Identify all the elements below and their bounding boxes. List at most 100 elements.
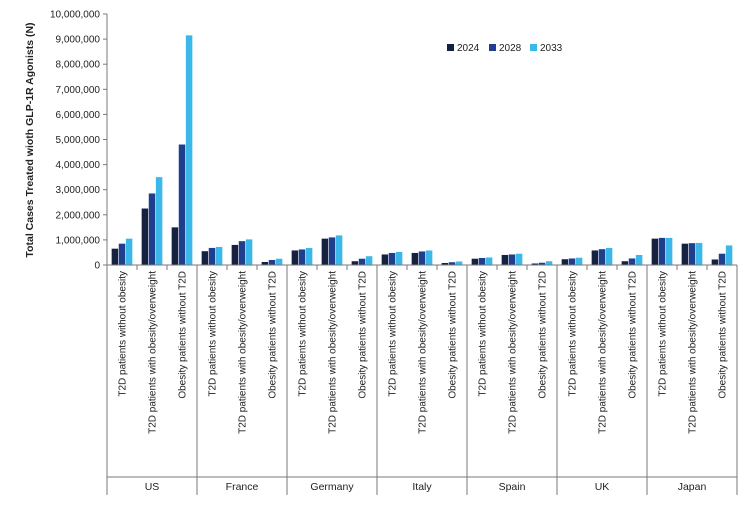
bar-2033 [185, 35, 193, 266]
bar-2028 [178, 144, 186, 265]
bar-2024 [501, 254, 509, 265]
bar-2024 [471, 258, 479, 265]
bar-2028 [718, 253, 726, 265]
x-tick-label: T2D patients with obesity/overweight [598, 271, 609, 434]
group-label: Spain [499, 481, 526, 493]
bar-2028 [118, 243, 126, 265]
bar-2024 [411, 252, 419, 265]
x-tick-label: Obesity patients without T2D [448, 271, 459, 399]
x-tick-label: T2D patients without obesity [388, 271, 399, 397]
legend-swatch-2033 [530, 44, 537, 51]
bar-2024 [591, 250, 599, 265]
bar-2024 [561, 259, 569, 265]
bar-2024 [381, 254, 389, 265]
y-axis: 0 1,000,000 2,000,000 3,000,000 4,000,000 5,0… [50, 10, 108, 272]
x-tick-label: T2D patients without obesity [208, 271, 219, 397]
x-axis: T2D patients without obesity T2D patients… [106, 264, 738, 495]
x-tick-label: T2D patients with obesity/overweight [238, 271, 249, 434]
bar-2024 [291, 250, 299, 265]
x-tick-label: T2D patients without obesity [658, 271, 669, 397]
x-tick-label: Obesity patients without T2D [178, 271, 189, 399]
bar-2033 [575, 257, 583, 265]
x-tick-label: T2D patients with obesity/overweight [418, 271, 429, 434]
bar-2033 [515, 253, 523, 265]
group-label: US [145, 481, 160, 493]
bar-2033 [275, 258, 283, 265]
bar-2033 [365, 256, 373, 265]
x-tick-label: T2D patients without obesity [298, 271, 309, 397]
bar-2028 [478, 257, 486, 265]
x-tick-label: Obesity patients without T2D [538, 271, 549, 399]
group-label: France [226, 481, 259, 493]
y-tick-label: 2,000,000 [56, 210, 101, 221]
x-tick-label: T2D patients with obesity/overweight [508, 271, 519, 434]
bar-2024 [141, 208, 149, 265]
bar-2028 [358, 258, 366, 265]
bar-2028 [688, 243, 696, 265]
y-tick-label: 9,000,000 [56, 35, 101, 46]
y-axis-label: Total Cases Treated wioth GLP-1R Agonist… [24, 22, 36, 257]
bar-2028 [508, 254, 516, 265]
x-tick-label: Obesity patients without T2D [628, 271, 639, 399]
x-tick-label: Obesity patients without T2D [268, 271, 279, 399]
x-tick-label: T2D patients without obesity [118, 271, 129, 397]
y-tick-label: 10,000,000 [50, 10, 100, 21]
legend: 2024 2028 2033 [447, 43, 563, 54]
bar-2033 [155, 177, 163, 265]
bar-2033 [455, 261, 463, 265]
bar-2024 [531, 263, 539, 265]
bar-2024 [261, 261, 269, 265]
bar-2028 [568, 258, 576, 265]
legend-swatch-2028 [489, 44, 496, 51]
bar-2024 [621, 261, 629, 265]
legend-label: 2033 [540, 43, 563, 54]
x-tick-label: T2D patients with obesity/overweight [148, 271, 159, 434]
legend-swatch-2024 [447, 44, 454, 51]
bar-2028 [418, 251, 426, 265]
y-tick-label: 7,000,000 [56, 85, 101, 96]
bar-2033 [395, 251, 403, 265]
bar-2033 [485, 257, 493, 265]
y-tick-label: 0 [94, 261, 100, 272]
y-tick-label: 6,000,000 [56, 110, 101, 121]
bar-2028 [598, 249, 606, 265]
y-tick-label: 4,000,000 [56, 160, 101, 171]
group-label: Germany [310, 481, 354, 493]
x-tick-label: T2D patients with obesity/overweight [688, 271, 699, 434]
bar-2033 [425, 250, 433, 265]
group-label: Japan [678, 481, 707, 493]
bar-2024 [171, 227, 179, 265]
bar-2028 [148, 193, 156, 265]
bar-2033 [665, 237, 673, 265]
x-tick-label: T2D patients without obesity [568, 271, 579, 397]
legend-label: 2024 [457, 43, 480, 54]
bar-2033 [635, 254, 643, 265]
bar-2028 [238, 241, 246, 265]
bars [111, 35, 733, 266]
bar-2024 [231, 244, 239, 265]
bar-2033 [245, 239, 253, 265]
y-tick-label: 8,000,000 [56, 60, 101, 71]
bar-2033 [605, 247, 613, 265]
bar-2024 [111, 248, 119, 265]
bar-2024 [711, 259, 719, 265]
bar-2024 [201, 251, 209, 265]
group-label: UK [595, 481, 610, 493]
bar-2028 [328, 237, 336, 265]
x-tick-label: T2D patients without obesity [478, 271, 489, 397]
x-tick-label: Obesity patients without T2D [358, 271, 369, 399]
bar-2024 [681, 243, 689, 265]
bar-2033 [305, 247, 313, 265]
bar-2028 [388, 252, 396, 265]
y-tick-label: 1,000,000 [56, 235, 101, 246]
bar-2024 [321, 238, 329, 265]
bar-2033 [545, 261, 553, 265]
bar-2033 [725, 245, 733, 265]
bar-2033 [695, 242, 703, 265]
bar-2028 [628, 258, 636, 265]
bar-2028 [448, 262, 456, 265]
bar-2024 [351, 261, 359, 265]
group-label: Italy [412, 481, 432, 493]
bar-2028 [208, 247, 216, 265]
